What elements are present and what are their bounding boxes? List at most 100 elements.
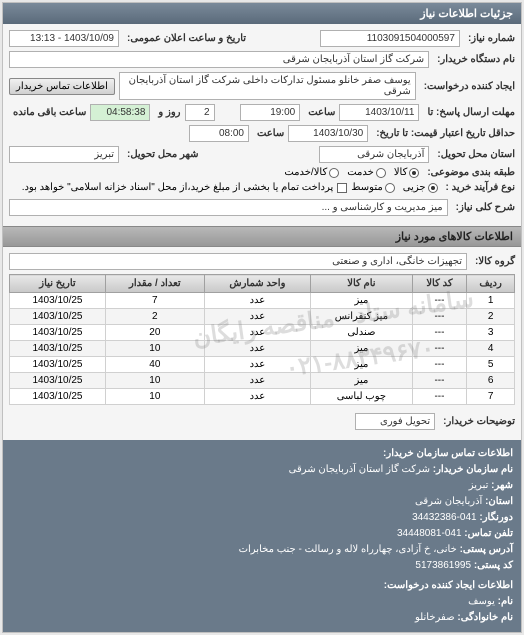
desc-label: شرح کلی نیاز: (452, 202, 515, 213)
radio-dot-icon (409, 168, 419, 178)
announce-label: تاریخ و ساعت اعلان عمومی: (123, 33, 246, 44)
table-cell: 1403/10/25 (10, 389, 106, 405)
table-cell: 1403/10/25 (10, 357, 106, 373)
table-cell: عدد (204, 325, 310, 341)
radio-kala-label: کالا (394, 167, 408, 178)
deadline-reply-label: مهلت ارسال پاسخ: تا (423, 107, 515, 118)
table-cell: عدد (204, 389, 310, 405)
table-cell: --- (412, 325, 467, 341)
contact-fax-value: 041-34432386 (412, 512, 477, 523)
notes-label: توضیحات خریدار: (439, 416, 515, 427)
table-cell: میز کنفرانس (311, 309, 413, 325)
radio-khadamat[interactable]: خدمت (347, 167, 386, 178)
city-value: تبریز (9, 146, 119, 163)
table-row[interactable]: 2---میز کنفرانسعدد21403/10/25 (10, 309, 515, 325)
process-radio-group: جزیی متوسط (351, 182, 437, 193)
announce-value: 1403/10/09 - 13:13 (9, 30, 119, 47)
table-cell: 1403/10/25 (10, 341, 106, 357)
radio-dot-icon (329, 168, 339, 178)
table-cell: عدد (204, 293, 310, 309)
treasury-checkbox[interactable] (337, 183, 347, 193)
roz-va-label: روز و (154, 107, 180, 118)
table-cell: 10 (105, 373, 204, 389)
table-cell: 20 (105, 325, 204, 341)
table-cell: چوب لباسی (311, 389, 413, 405)
table-cell: 7 (105, 293, 204, 309)
radio-dot-icon (376, 168, 386, 178)
table-cell: 1403/10/25 (10, 293, 106, 309)
group-value: تجهیزات خانگی، اداری و صنعتی (9, 253, 467, 270)
radio-motevaset[interactable]: متوسط (351, 182, 394, 193)
contact-phone-value: 041-34448081 (397, 528, 462, 539)
table-cell: میز (311, 293, 413, 309)
buyer-label: نام دستگاه خریدار: (433, 54, 515, 65)
contact-province-value: آذربایجان شرقی (415, 496, 482, 507)
table-row[interactable]: 4---میزعدد101403/10/25 (10, 341, 515, 357)
buyer-value: شرکت گاز استان آذربایجان شرقی (9, 51, 429, 68)
table-row[interactable]: 7---چوب لباسیعدد101403/10/25 (10, 389, 515, 405)
contact-family-label: نام خانوادگی: (457, 612, 513, 623)
table-cell: عدد (204, 357, 310, 373)
validity-time: 08:00 (189, 125, 249, 142)
table-cell: --- (412, 373, 467, 389)
table-header: کد کالا (412, 275, 467, 293)
contact-info-button[interactable]: اطلاعات تماس خریدار (9, 78, 115, 95)
contact-city-label: شهر: (491, 480, 513, 491)
table-cell: میز (311, 357, 413, 373)
saat-label-2: ساعت (253, 128, 284, 139)
city-label: شهر محل تحویل: (123, 149, 199, 160)
saat-label-1: ساعت (304, 107, 335, 118)
table-row[interactable]: 3---صندلیعدد201403/10/25 (10, 325, 515, 341)
table-header: ردیف (467, 275, 515, 293)
table-cell: 3 (467, 325, 515, 341)
category-label: طبقه بندی موضوعی: (423, 167, 515, 178)
province-value: آذربایجان شرقی (319, 146, 429, 163)
contact-name-value: یوسف (468, 596, 495, 607)
table-row[interactable]: 5---میزعدد401403/10/25 (10, 357, 515, 373)
contact-postal-value: 5173861995 (415, 560, 471, 571)
table-header: نام کالا (311, 275, 413, 293)
table-cell: 4 (467, 341, 515, 357)
table-cell: عدد (204, 309, 310, 325)
table-cell: 6 (467, 373, 515, 389)
radio-jozi[interactable]: جزیی (403, 182, 438, 193)
radio-kala[interactable]: کالا (394, 167, 420, 178)
table-cell: صندلی (311, 325, 413, 341)
contact-name-label: نام: (498, 596, 513, 607)
radio-jozi-label: جزیی (403, 182, 426, 193)
table-cell: عدد (204, 341, 310, 357)
items-section-title: اطلاعات کالاهای مورد نیاز (3, 226, 521, 247)
radio-khadamat-label: خدمت (347, 167, 374, 178)
table-cell: میز (311, 373, 413, 389)
table-row[interactable]: 6---میزعدد101403/10/25 (10, 373, 515, 389)
validity-label: حداقل تاریخ اعتبار قیمت: تا تاریخ: (372, 128, 515, 139)
contact-block: اطلاعات تماس سازمان خریدار: نام سازمان خ… (3, 440, 521, 632)
radio-dot-icon (428, 183, 438, 193)
deadline-reply-time: 19:00 (240, 104, 300, 121)
table-cell: --- (412, 309, 467, 325)
process-note: پرداخت تمام یا بخشی از مبلغ خرید،از محل … (22, 182, 334, 193)
table-cell: عدد (204, 373, 310, 389)
table-row[interactable]: 1---میزعدد71403/10/25 (10, 293, 515, 309)
creator-label: ایجاد کننده درخواست: (420, 81, 515, 92)
contact-fax-label: دورنگار: (479, 512, 513, 523)
table-header: واحد شمارش (204, 275, 310, 293)
remaining-suffix: ساعت باقی مانده (9, 107, 86, 118)
table-header: تاریخ نیاز (10, 275, 106, 293)
process-label: نوع فرآیند خرید : (442, 182, 515, 193)
deadline-reply-date: 1403/10/11 (339, 104, 419, 121)
table-header: تعداد / مقدار (105, 275, 204, 293)
table-cell: 1403/10/25 (10, 309, 106, 325)
details-panel: جزئیات اطلاعات نیاز شماره نیاز: 11030915… (2, 2, 522, 633)
category-radio-group: کالا خدمت کالا/خدمت (284, 167, 419, 178)
table-cell: --- (412, 389, 467, 405)
remaining-time: 04:58:38 (90, 104, 150, 121)
table-cell: 40 (105, 357, 204, 373)
radio-dot-icon (385, 183, 395, 193)
table-cell: 2 (467, 309, 515, 325)
notes-value: تحویل فوری (355, 413, 435, 430)
radio-kalakhadamat[interactable]: کالا/خدمت (284, 167, 339, 178)
contact-family-value: صفرخانلو (415, 612, 455, 623)
table-wrapper: سامانه ستاد - مناقصه رایگان ۰۲۱-۸۸۳۴۹۶۷۰… (9, 274, 515, 405)
contact-province-label: استان: (485, 496, 513, 507)
